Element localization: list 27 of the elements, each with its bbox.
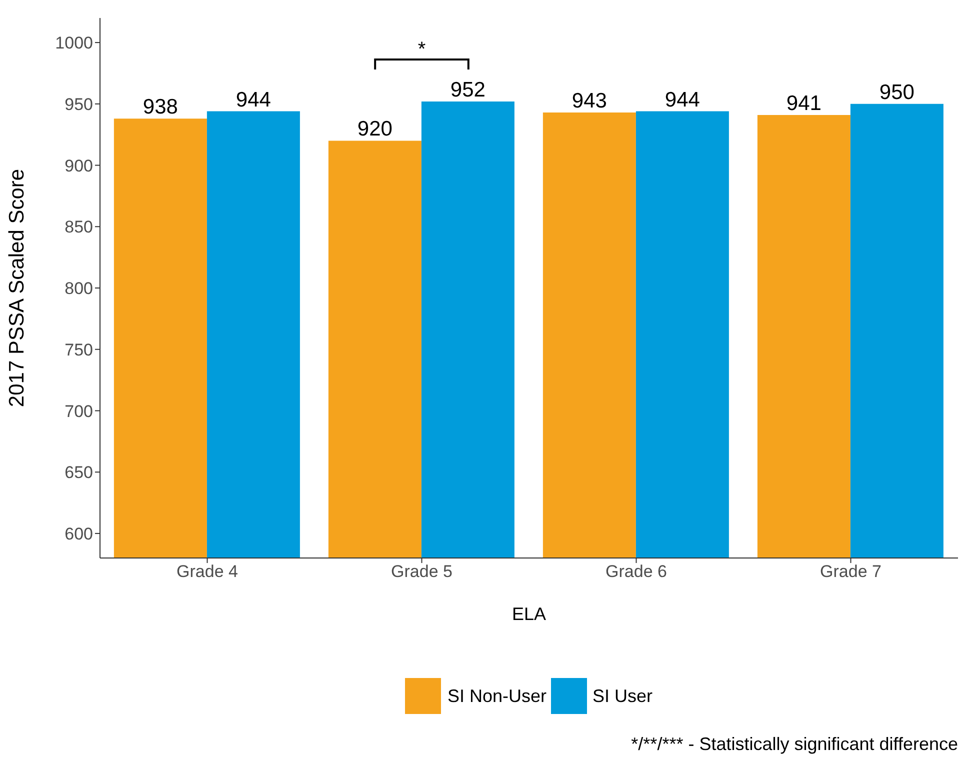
y-tick-label: 950 <box>64 94 93 114</box>
y-tick-label: 600 <box>64 524 93 544</box>
data-label: 944 <box>664 88 700 112</box>
y-tick-label: 750 <box>64 340 93 360</box>
annotation: * <box>418 38 426 60</box>
y-tick-label: 800 <box>64 279 93 298</box>
data-label: 938 <box>142 96 178 119</box>
data-label: 950 <box>879 80 914 104</box>
y-axis-title: 2017 PSSA Scaled Score <box>5 168 28 408</box>
x-axis-title: ELA <box>512 604 546 624</box>
data-label: 952 <box>450 78 486 102</box>
data-label: 944 <box>236 88 272 112</box>
x-tick-label: Grade 6 <box>606 562 667 582</box>
x-tick-label: Grade 4 <box>176 562 238 582</box>
y-tick-label: 700 <box>64 402 93 421</box>
y-tick-label: 850 <box>64 218 93 237</box>
text: */**/*** - Statistically significant difference <box>630 734 958 755</box>
y-tick-label: 650 <box>64 463 93 482</box>
legend-label: SI Non-User <box>447 686 546 706</box>
data-label: 941 <box>786 92 822 115</box>
data-label: 943 <box>572 90 607 112</box>
legend-label: SI User <box>592 686 653 706</box>
x-tick-label: Grade 5 <box>391 562 452 582</box>
y-tick-label: 1000 <box>55 34 93 53</box>
x-tick-label: Grade 7 <box>820 562 882 582</box>
data-label: 920 <box>357 118 392 141</box>
y-tick-label: 900 <box>64 156 93 176</box>
